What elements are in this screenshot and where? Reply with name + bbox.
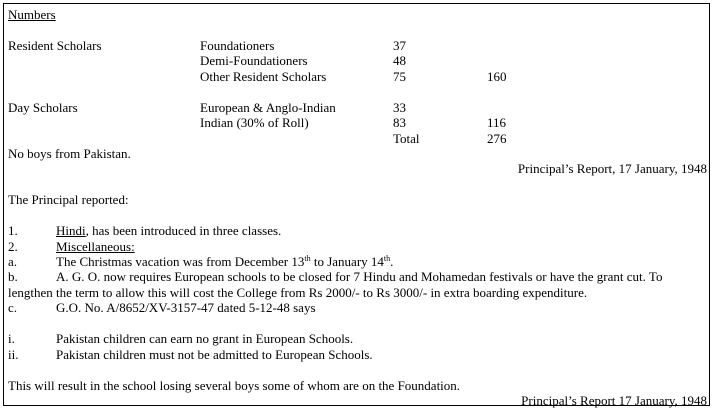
list-item-continuation: lengthen the term to allow this will cos…: [8, 284, 588, 300]
count: 37: [393, 37, 406, 53]
list-text: , has been introduced in three classes.: [85, 223, 282, 239]
list-item: ii. Pakistan children must not be admitt…: [8, 347, 707, 362]
count: 33: [393, 99, 406, 115]
count: 48: [393, 53, 406, 69]
list-number: a.: [8, 254, 18, 269]
list-item: a. The Christmas vacation was from Decem…: [8, 254, 707, 269]
reported-intro: The Principal reported:: [8, 192, 129, 208]
hindi-label: Hindi: [56, 223, 86, 239]
list-number: c.: [8, 300, 18, 316]
list-text: Pakistan children can earn no grant in E…: [56, 331, 354, 347]
group-label: Day Scholars: [8, 99, 78, 115]
list-item: c. G.O. No. A/8652/XV-3157-47 dated 5-12…: [8, 300, 707, 315]
total-label: Total: [393, 130, 420, 146]
category: European & Anglo-Indian: [200, 99, 336, 115]
list-item: 2. Miscellaneous:: [8, 239, 707, 254]
subtotal: 116: [487, 115, 507, 131]
list-text: The Christmas vacation was from December…: [56, 254, 394, 269]
table-row: Other Resident Scholars 75 160: [8, 69, 707, 84]
citation: Principal’s Report, 17 January, 1948: [517, 161, 707, 177]
list-number: i.: [8, 331, 15, 347]
table-row: Day Scholars European & Anglo-Indian 33: [8, 100, 707, 115]
miscellaneous-heading: Miscellaneous:: [56, 238, 135, 254]
list-text: A. G. O. now requires European schools t…: [56, 269, 663, 285]
document-frame: [3, 3, 710, 406]
list-number: ii.: [8, 346, 19, 362]
list-number: 1.: [8, 223, 18, 239]
list-text: G.O. No. A/8652/XV-3157-47 dated 5-12-48…: [56, 300, 316, 316]
list-number: b.: [8, 269, 18, 285]
numbers-heading-row: Numbers: [8, 7, 707, 22]
category: Demi-Foundationers: [200, 53, 308, 69]
category: Indian (30% of Roll): [200, 115, 309, 131]
conclusion: This will result in the school losing se…: [8, 377, 461, 393]
numbers-heading: Numbers: [8, 7, 56, 22]
total-row: Total 276: [8, 131, 707, 146]
category: Foundationers: [200, 37, 275, 53]
table-row: Resident Scholars Foundationers 37: [8, 38, 707, 53]
count: 83: [393, 115, 406, 131]
group-label: Resident Scholars: [8, 37, 102, 53]
list-item: b. A. G. O. now requires European school…: [8, 269, 707, 284]
table-row: Indian (30% of Roll) 83 116: [8, 115, 707, 130]
table-row: Demi-Foundationers 48: [8, 53, 707, 68]
count: 75: [393, 68, 406, 84]
document-body: Numbers Resident Scholars Foundationers …: [8, 7, 707, 408]
list-item: 1. Hindi, has been introduced in three c…: [8, 223, 707, 238]
list-item: i. Pakistan children can earn no grant i…: [8, 331, 707, 346]
list-number: 2.: [8, 238, 18, 254]
subtotal: 160: [487, 68, 507, 84]
citation: Principal’s Report 17 January, 1948: [521, 392, 707, 408]
category: Other Resident Scholars: [200, 68, 327, 84]
no-boys-note: No boys from Pakistan.: [8, 145, 131, 161]
total-value: 276: [487, 130, 507, 146]
list-text: Pakistan children must not be admitted t…: [56, 346, 373, 362]
